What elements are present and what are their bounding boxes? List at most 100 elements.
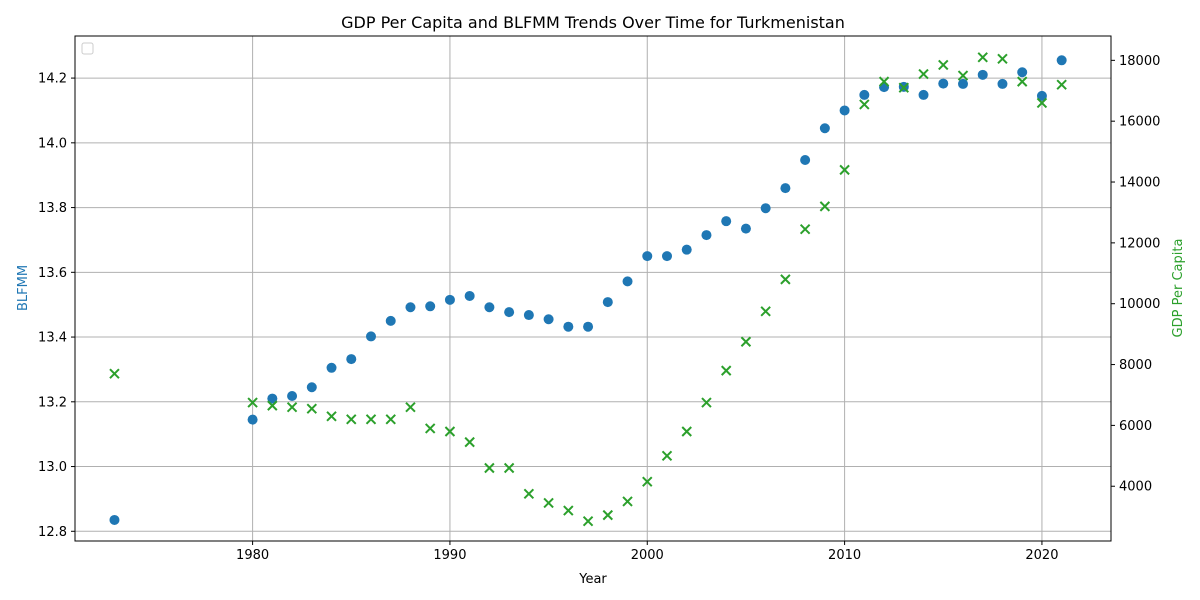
- blfmm-point: [977, 69, 988, 80]
- blfmm-point: [366, 331, 376, 342]
- y-left-tick-label: 13.8: [38, 201, 67, 216]
- gdp-point: [286, 401, 298, 413]
- blfmm-point: [1017, 67, 1028, 78]
- blfmm-point: [523, 310, 534, 321]
- blfmm-point: [859, 89, 870, 100]
- x-tick-label: 2020: [1025, 548, 1058, 563]
- gdp-point: [740, 336, 752, 347]
- x-tick-label: 1980: [236, 548, 269, 563]
- data-points: [109, 52, 1067, 527]
- plot-frame: [74, 35, 1112, 542]
- blfmm-point: [740, 223, 751, 234]
- gdp-point: [405, 401, 416, 413]
- blfmm-point: [997, 78, 1008, 89]
- blfmm-point: [444, 294, 455, 305]
- blfmm-point: [385, 315, 396, 326]
- blfmm-point: [780, 183, 791, 194]
- blfmm-point: [484, 302, 495, 313]
- gdp-point: [642, 476, 653, 487]
- blfmm-point: [109, 514, 120, 525]
- gdp-point: [878, 76, 890, 87]
- x-tick-label: 2010: [828, 548, 861, 563]
- gdp-point: [918, 68, 929, 80]
- gdp-point: [622, 496, 633, 507]
- gdp-point: [780, 274, 791, 285]
- y-axis-left: 12.8 13.0 13.2 13.4 13.6 13.8 14.0 14.2: [38, 72, 75, 540]
- blfmm-point: [642, 251, 653, 262]
- gdp-point: [1016, 76, 1028, 87]
- blfmm-point: [701, 230, 712, 241]
- gdp-point: [444, 426, 456, 437]
- gdp-point: [424, 423, 436, 434]
- x-tick-label: 1990: [433, 548, 466, 563]
- gdp-point: [799, 223, 811, 235]
- gdp-point: [464, 436, 475, 448]
- legend-box[interactable]: [81, 42, 94, 55]
- gdp-point: [898, 82, 910, 93]
- gdp-point: [109, 368, 120, 379]
- gdp-point: [957, 70, 969, 81]
- gdp-point: [523, 488, 535, 500]
- blfmm-point: [602, 297, 613, 308]
- blfmm-point: [543, 314, 554, 325]
- y-left-tick-label: 13.2: [38, 395, 67, 410]
- gdp-point: [701, 397, 712, 408]
- blfmm-point: [504, 307, 515, 318]
- gdp-point: [1056, 79, 1067, 90]
- y-left-tick-label: 14.0: [38, 136, 67, 151]
- x-axis: 1980 1990 2000 2010 2020: [236, 541, 1058, 563]
- blfmm-point: [800, 154, 811, 165]
- blfmm-point: [721, 216, 732, 227]
- gdp-point: [247, 397, 258, 408]
- y-left-tick-label: 13.6: [38, 266, 67, 281]
- blfmm-point: [839, 105, 850, 116]
- gdp-point: [720, 365, 732, 376]
- blfmm-point: [879, 82, 890, 93]
- grid: [75, 36, 1111, 541]
- gdp-point: [839, 164, 850, 176]
- y-axis-right: 4000 6000 8000 10000 12000 14000 16000 18000: [1111, 54, 1160, 495]
- y-right-tick-label: 18000: [1119, 54, 1160, 69]
- blfmm-point: [662, 251, 672, 262]
- gdp-point: [306, 403, 318, 414]
- gdp-point: [760, 306, 771, 317]
- blfmm-point: [464, 290, 475, 301]
- y-right-tick-label: 4000: [1119, 480, 1152, 495]
- blfmm-point: [958, 78, 968, 89]
- blfmm-point: [247, 414, 258, 425]
- y-right-tick-label: 16000: [1119, 115, 1160, 130]
- y-left-tick-label: 13.4: [38, 331, 67, 346]
- gdp-point: [346, 414, 357, 425]
- blfmm-point: [346, 354, 357, 365]
- gdp-point: [267, 400, 278, 411]
- y-right-tick-label: 14000: [1119, 176, 1160, 191]
- y-left-tick-label: 12.8: [38, 525, 67, 540]
- gdp-point: [385, 414, 396, 425]
- gdp-point: [938, 59, 949, 71]
- blfmm-point: [681, 244, 692, 255]
- gdp-point: [503, 462, 515, 474]
- blfmm-point: [405, 302, 416, 313]
- blfmm-point: [326, 362, 337, 373]
- gdp-point: [997, 53, 1008, 65]
- gdp-point: [661, 450, 673, 462]
- gdp-point: [859, 99, 870, 110]
- blfmm-point: [306, 382, 317, 393]
- gdp-point: [1036, 97, 1048, 109]
- x-axis-label: Year: [578, 572, 607, 587]
- blfmm-point: [287, 390, 298, 401]
- gdp-point: [365, 414, 377, 425]
- gdp-point: [326, 411, 337, 422]
- blfmm-point: [760, 203, 771, 214]
- blfmm-point: [267, 393, 278, 404]
- blfmm-point: [583, 321, 594, 332]
- gdp-point: [582, 516, 594, 527]
- y-left-tick-label: 13.0: [38, 460, 67, 475]
- blfmm-point: [622, 276, 633, 287]
- chart-title: GDP Per Capita and BLFMM Trends Over Tim…: [341, 13, 845, 32]
- gdp-point: [484, 462, 495, 474]
- gdp-point: [819, 201, 831, 212]
- y-right-tick-label: 6000: [1119, 419, 1152, 434]
